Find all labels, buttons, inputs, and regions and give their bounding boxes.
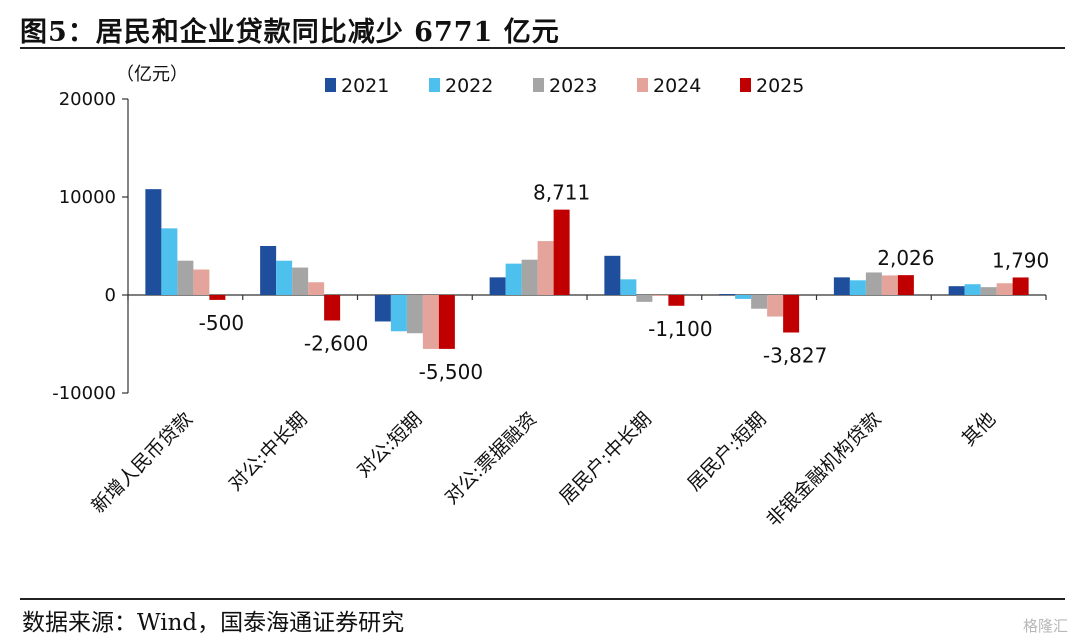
y-tick-label: 10000 xyxy=(59,187,116,208)
bar-2022-2 xyxy=(390,295,407,332)
bar-2024-7 xyxy=(996,283,1013,295)
bar-2021-6 xyxy=(833,277,850,295)
category-label-3: 对公:票据融资 xyxy=(440,408,541,509)
bar-2024-6 xyxy=(881,275,898,295)
category-label-2: 对公:短期 xyxy=(353,408,427,482)
bar-2022-0 xyxy=(161,228,178,295)
data-label-0: -500 xyxy=(199,311,244,335)
bar-2021-4 xyxy=(604,255,621,295)
bar-2025-7 xyxy=(1012,277,1029,295)
bar-2022-5 xyxy=(735,295,752,299)
data-label-5: -3,827 xyxy=(763,344,827,368)
source-divider xyxy=(20,598,1065,600)
bar-2021-1 xyxy=(260,246,277,295)
bar-chart: 20000 10000 0 -10000 （亿元） -500 新增人民币贷款 -2,600 对公… xyxy=(52,64,1049,531)
bar-2021-0 xyxy=(145,189,162,295)
y-tick-label: 20000 xyxy=(59,89,116,110)
bar-2023-4 xyxy=(636,295,653,302)
figure-title: 图5：居民和企业贷款同比减少 6771 亿元 xyxy=(20,17,560,48)
bar-2025-2 xyxy=(438,295,455,349)
bar-2021-5 xyxy=(719,294,736,296)
bar-2024-2 xyxy=(422,295,439,349)
y-unit-label: （亿元） xyxy=(116,64,188,85)
data-label-1: -2,600 xyxy=(304,331,368,355)
source-note: 数据来源：Wind，国泰海通证券研究 xyxy=(22,610,405,636)
bar-2021-2 xyxy=(374,295,391,322)
category-label-4: 居民户:中长期 xyxy=(555,408,656,509)
y-tick-label: -10000 xyxy=(52,383,116,404)
data-label-3: 8,711 xyxy=(533,181,590,205)
bar-2024-1 xyxy=(308,282,325,295)
bar-2022-1 xyxy=(276,260,293,295)
title-divider xyxy=(20,47,1065,49)
bar-2025-0 xyxy=(209,295,226,300)
bar-2023-5 xyxy=(751,295,768,309)
bar-2023-7 xyxy=(980,287,997,295)
bar-2022-4 xyxy=(620,279,637,295)
category-label-5: 居民户:短期 xyxy=(683,408,770,495)
legend-swatch-2022 xyxy=(429,78,440,92)
category-label-1: 对公:中长期 xyxy=(224,408,311,495)
legend-label-2025: 2025 xyxy=(756,75,804,97)
legend-label-2021: 2021 xyxy=(341,75,389,97)
data-label-4: -1,100 xyxy=(648,317,712,341)
bar-2021-7 xyxy=(948,286,965,295)
legend-swatch-2025 xyxy=(740,78,751,92)
bar-2023-2 xyxy=(406,295,423,334)
legend-swatch-2021 xyxy=(325,78,336,92)
bar-2025-6 xyxy=(897,275,914,295)
legend-label-2024: 2024 xyxy=(653,75,701,97)
bar-2023-6 xyxy=(865,272,882,295)
bar-2025-1 xyxy=(324,295,341,321)
data-label-2: -5,500 xyxy=(419,360,483,384)
bar-2024-0 xyxy=(193,269,210,295)
bar-2024-4 xyxy=(652,295,669,296)
category-label-0: 新增人民币贷款 xyxy=(87,408,197,518)
data-label-6: 2,026 xyxy=(877,246,934,270)
bar-2022-3 xyxy=(505,263,522,295)
legend-swatch-2023 xyxy=(533,78,544,92)
bar-2023-3 xyxy=(521,259,538,295)
watermark-logo: 格隆汇 xyxy=(1022,617,1068,635)
bar-2024-5 xyxy=(767,295,784,317)
legend-swatch-2024 xyxy=(637,78,648,92)
bar-2021-3 xyxy=(489,277,506,295)
legend-label-2023: 2023 xyxy=(549,75,597,97)
bar-2022-7 xyxy=(964,284,981,295)
data-label-7: 1,790 xyxy=(992,248,1049,272)
bar-2022-6 xyxy=(849,280,866,295)
legend-label-2022: 2022 xyxy=(445,75,493,97)
y-tick-label: 0 xyxy=(105,285,116,306)
bar-2023-0 xyxy=(177,260,194,295)
bar-2025-5 xyxy=(783,295,800,333)
bar-2023-1 xyxy=(292,267,309,295)
bar-2025-3 xyxy=(553,209,570,295)
category-label-6: 非银金融机构贷款 xyxy=(762,408,885,531)
bar-2024-3 xyxy=(537,241,554,295)
category-label-7: 其他 xyxy=(958,408,1000,450)
bar-2025-4 xyxy=(668,295,685,306)
